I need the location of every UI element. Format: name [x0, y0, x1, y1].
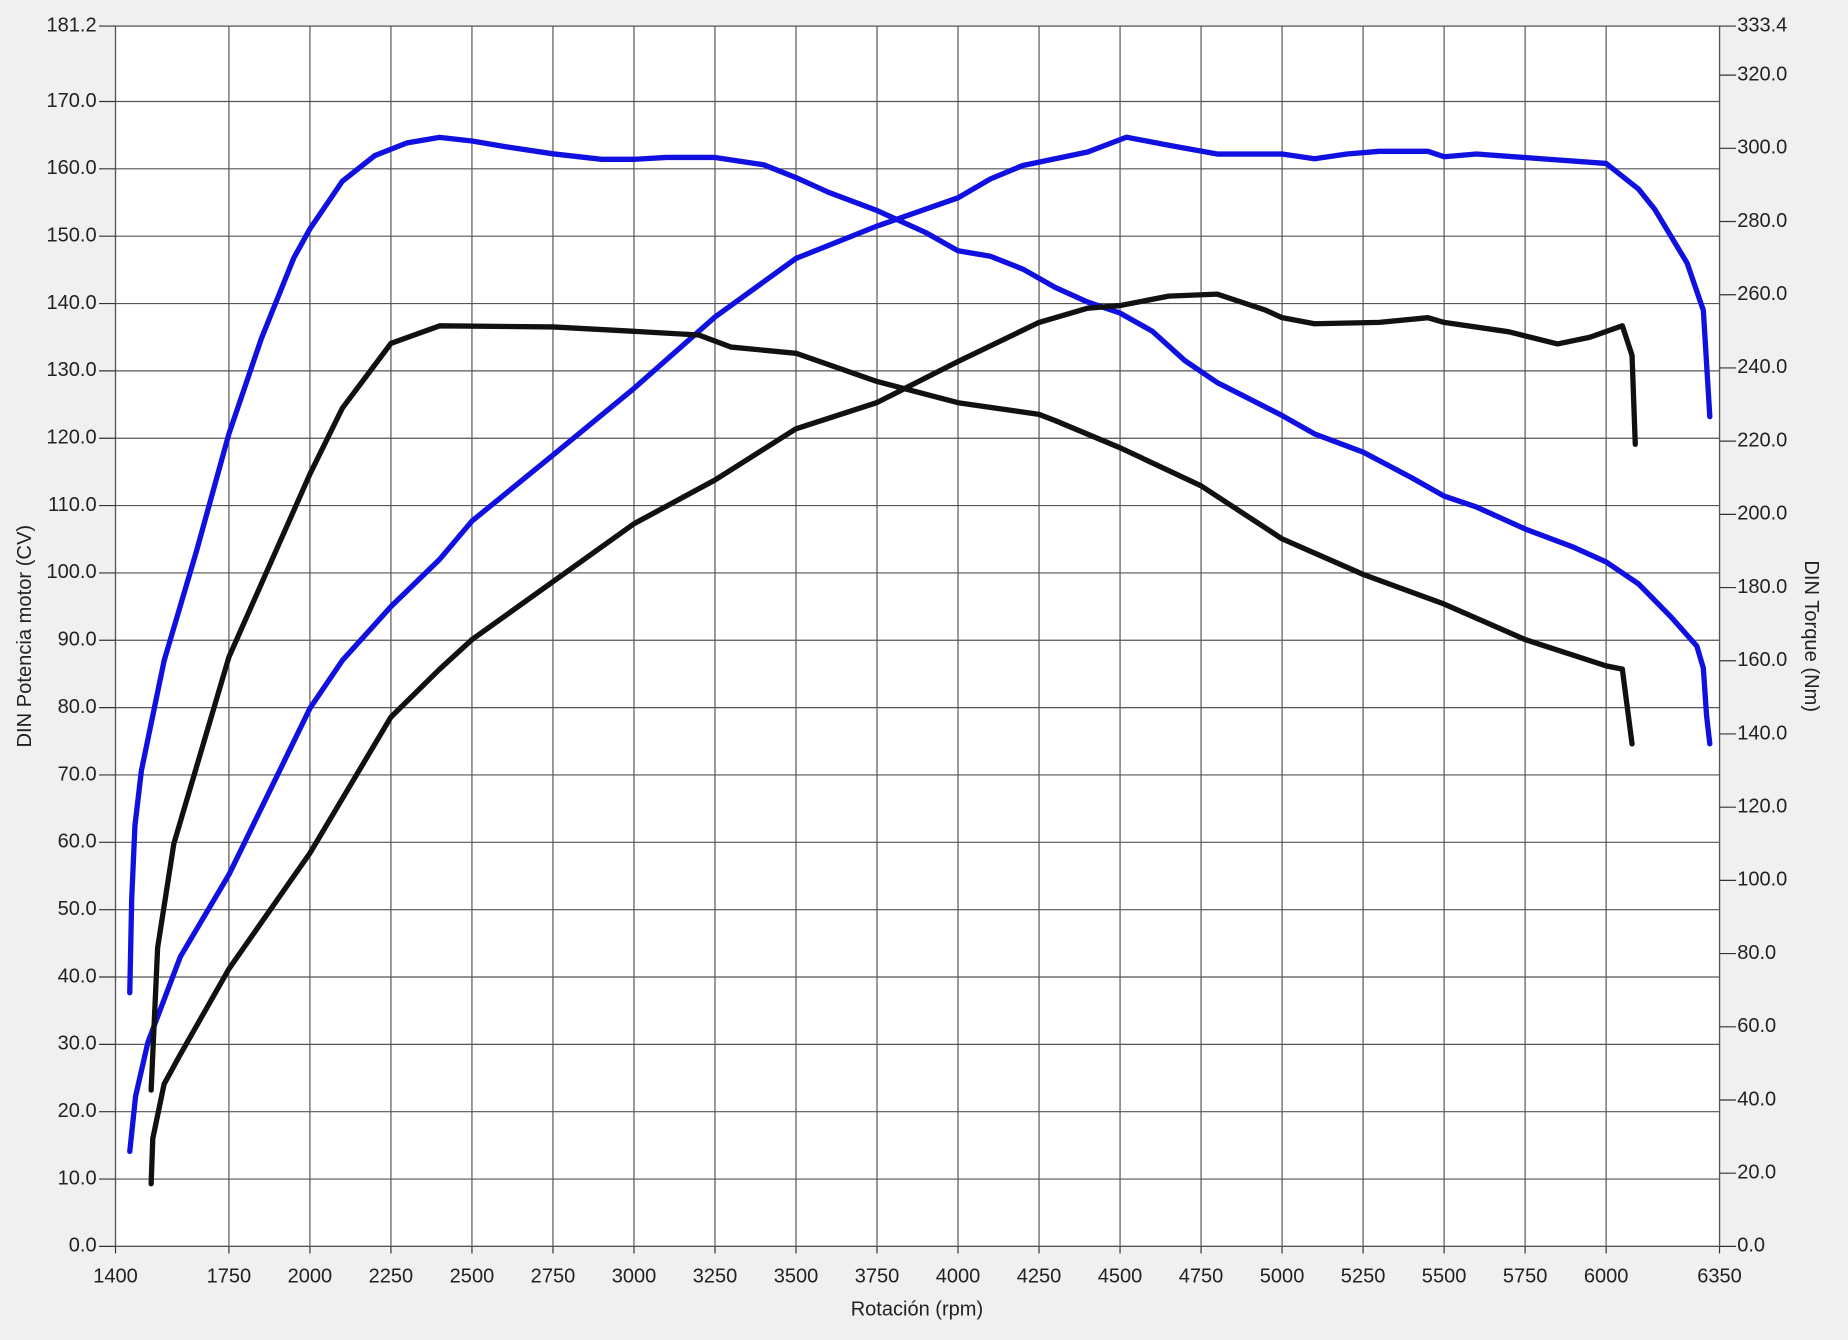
y-tick-label: 90.0 — [58, 629, 97, 651]
x-tick-label: 2750 — [531, 1265, 576, 1287]
y2-tick-label: 120.0 — [1737, 795, 1787, 817]
x-tick-label: 5000 — [1260, 1265, 1305, 1287]
y2-tick-label: 80.0 — [1737, 942, 1776, 964]
x-tick-label: 6350 — [1697, 1265, 1742, 1287]
x-tick-label: 3750 — [855, 1265, 900, 1287]
y2-tick-label: 100.0 — [1737, 869, 1787, 891]
y2-tick-label: 240.0 — [1737, 356, 1787, 378]
y-tick-label: 140.0 — [47, 292, 97, 314]
y-tick-label: 150.0 — [47, 224, 97, 246]
y-tick-label: 80.0 — [58, 696, 97, 718]
y-tick-label: 170.0 — [47, 90, 97, 112]
y2-tick-label: 0.0 — [1737, 1235, 1765, 1257]
y-tick-label: 100.0 — [47, 561, 97, 583]
y2-tick-label: 140.0 — [1737, 722, 1787, 744]
y-tick-label: 110.0 — [48, 494, 97, 516]
x-tick-label: 3000 — [612, 1265, 657, 1287]
y2-tick-label: 160.0 — [1737, 649, 1787, 671]
y-tick-label: 30.0 — [58, 1033, 97, 1055]
y2-tick-label: 220.0 — [1737, 429, 1787, 451]
x-tick-label: 1400 — [93, 1265, 138, 1287]
x-tick-label: 6000 — [1584, 1265, 1629, 1287]
x-tick-label: 2250 — [369, 1265, 414, 1287]
x-tick-label: 2000 — [288, 1265, 333, 1287]
y2-tick-label: 300.0 — [1737, 137, 1787, 159]
y2-tick-label: 40.0 — [1737, 1088, 1776, 1110]
y-tick-label: 10.0 — [58, 1167, 97, 1189]
y-tick-label: 20.0 — [58, 1100, 97, 1122]
y-tick-label: 130.0 — [47, 359, 97, 381]
y2-tick-label: 280.0 — [1737, 210, 1787, 232]
power-torque-curve — [148, 323, 1635, 1093]
y-tick-label: 50.0 — [58, 898, 97, 920]
y2-tick-label: 260.0 — [1737, 283, 1787, 305]
y2-tick-label: 333.4 — [1737, 14, 1787, 36]
x-tick-label: 4500 — [1098, 1265, 1143, 1287]
x-tick-label: 5750 — [1503, 1265, 1548, 1287]
y2-tick-label: 200.0 — [1737, 503, 1787, 525]
y2-tick-label: 60.0 — [1737, 1015, 1776, 1037]
y2-tick-label: 320.0 — [1737, 63, 1787, 85]
x-tick-label: 4250 — [1017, 1265, 1062, 1287]
x-tick-label: 4750 — [1179, 1265, 1224, 1287]
x-tick-label: 1750 — [207, 1265, 252, 1287]
y2-tick-label: 20.0 — [1737, 1161, 1776, 1183]
y-axis-title: DIN Potencia motor (CV) — [14, 525, 36, 748]
y2-axis-title: DIN Torque (Nm) — [1800, 560, 1822, 712]
x-tick-label: 5500 — [1422, 1265, 1467, 1287]
x-axis-title: Rotación (rpm) — [851, 1299, 983, 1321]
y-tick-label: 160.0 — [47, 157, 97, 179]
y-tick-label: 181.2 — [47, 14, 97, 36]
x-tick-label: 5250 — [1341, 1265, 1386, 1287]
plot-area — [114, 25, 1721, 1247]
x-tick-label: 2500 — [450, 1265, 495, 1287]
y-tick-label: 60.0 — [58, 831, 97, 853]
power-torque-curve — [148, 291, 1638, 1187]
x-tick-label: 4000 — [936, 1265, 981, 1287]
power-torque-curve — [127, 134, 1713, 1155]
x-tick-label: 3500 — [774, 1265, 819, 1287]
y2-tick-label: 180.0 — [1737, 576, 1787, 598]
y-tick-label: 120.0 — [47, 426, 97, 448]
x-tick-label: 3250 — [693, 1265, 738, 1287]
y-tick-label: 0.0 — [69, 1235, 97, 1257]
y-tick-label: 70.0 — [58, 763, 97, 785]
power-torque-curve — [127, 134, 1713, 996]
y-tick-label: 40.0 — [58, 965, 97, 987]
